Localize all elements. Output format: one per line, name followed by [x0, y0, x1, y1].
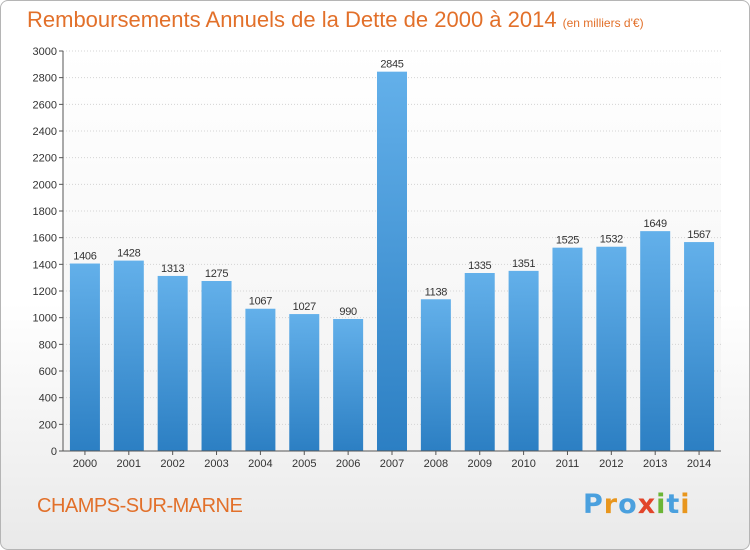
- bar: [684, 242, 715, 451]
- bar: [69, 263, 100, 451]
- y-tick-label: 2000: [33, 179, 57, 191]
- proxiti-logo: Proxiti: [583, 489, 691, 520]
- data-label: 1567: [687, 229, 710, 241]
- data-label: 1313: [161, 263, 184, 275]
- bar: [640, 231, 671, 451]
- x-tick-label: 2007: [380, 458, 404, 470]
- data-label: 1275: [205, 268, 228, 280]
- data-label: 1406: [73, 251, 96, 263]
- data-label: 990: [339, 306, 357, 318]
- bars: [69, 71, 715, 452]
- x-tick-label: 2005: [292, 458, 316, 470]
- bar: [420, 299, 451, 451]
- y-tick-label: 2600: [33, 99, 57, 111]
- data-label: 1027: [293, 301, 316, 313]
- bar: [596, 246, 627, 451]
- bar: [289, 314, 320, 451]
- y-tick-label: 800: [39, 339, 57, 351]
- bar: [245, 308, 276, 451]
- data-label: 1351: [512, 258, 535, 270]
- axes: 0 200 400 600 800 1000 1200 1400 1600 1800 2000 220…: [33, 46, 721, 470]
- logo-letter: P: [583, 489, 604, 520]
- bar: [333, 319, 364, 451]
- logo-letter: i: [656, 489, 667, 520]
- data-label: 1428: [117, 248, 140, 260]
- x-tick-label: 2013: [643, 458, 667, 470]
- logo-letter: t: [666, 489, 681, 520]
- y-tick-label: 600: [39, 366, 57, 378]
- city-name: CHAMPS-SUR-MARNE: [37, 495, 243, 517]
- data-label: 1649: [644, 218, 667, 230]
- y-tick-label: 1600: [33, 233, 57, 245]
- y-tick-label: 1200: [33, 286, 57, 298]
- chart-unit: (en milliers d'€): [562, 16, 644, 30]
- x-tick-label: 2004: [248, 458, 272, 470]
- data-label: 1532: [600, 234, 623, 246]
- x-tick-label: 2009: [467, 458, 491, 470]
- x-tick-label: 2002: [160, 458, 184, 470]
- x-tick-label: 2012: [599, 458, 623, 470]
- y-tick-label: 1400: [33, 259, 57, 271]
- bar: [113, 260, 144, 451]
- x-tick-label: 2000: [73, 458, 97, 470]
- x-tick-label: 2006: [336, 458, 360, 470]
- data-label: 1138: [425, 286, 448, 298]
- bar: [377, 71, 407, 452]
- y-tick-label: 2800: [33, 73, 57, 85]
- y-tick-label: 0: [51, 446, 57, 458]
- data-label: 2845: [380, 59, 403, 71]
- data-labels: 1406 1428 1313 1275 1067 1027 990 2845 1138 1335 1…: [73, 59, 711, 318]
- y-tick-label: 400: [39, 393, 57, 405]
- logo-letter: x: [637, 489, 657, 520]
- x-tick-label: 2011: [556, 458, 580, 470]
- data-label: 1335: [468, 260, 491, 272]
- x-tick-label: 2008: [424, 458, 448, 470]
- data-label: 1525: [556, 235, 579, 247]
- bar: [552, 247, 583, 451]
- x-tick-label: 2001: [117, 458, 141, 470]
- chart-title-text: Remboursements Annuels de la Dette de 20…: [27, 7, 557, 32]
- y-tick-label: 200: [39, 419, 57, 431]
- logo-letter: r: [603, 489, 619, 520]
- x-tick-label: 2014: [687, 458, 711, 470]
- chart-title: Remboursements Annuels de la Dette de 20…: [27, 7, 644, 33]
- y-tick-label: 2200: [33, 153, 57, 165]
- y-tick-label: 3000: [33, 46, 57, 58]
- y-tick-label: 2400: [33, 126, 57, 138]
- bar: [508, 270, 539, 451]
- logo-letter: i: [680, 489, 691, 520]
- bar: [464, 273, 495, 451]
- bar: [201, 281, 232, 451]
- x-tick-label: 2010: [511, 458, 535, 470]
- y-tick-label: 1000: [33, 313, 57, 325]
- y-tick-label: 1800: [33, 206, 57, 218]
- x-tick-label: 2003: [204, 458, 228, 470]
- bar: [157, 275, 188, 451]
- logo-letter: o: [618, 489, 638, 520]
- data-label: 1067: [249, 296, 272, 308]
